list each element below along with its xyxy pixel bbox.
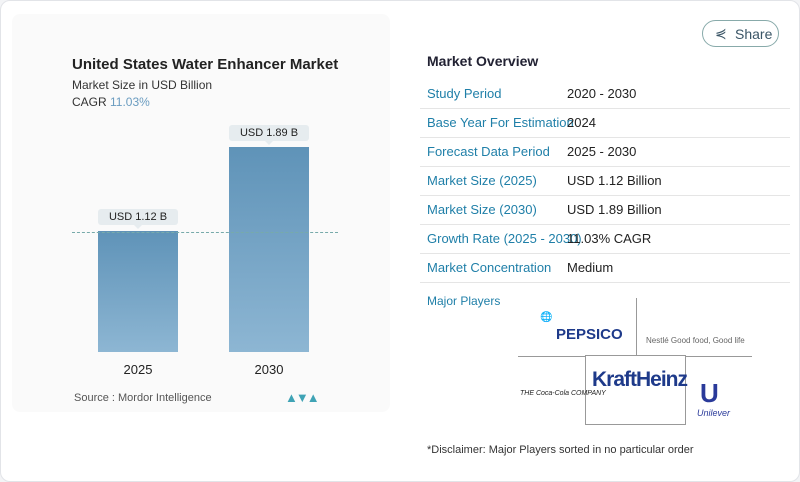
reference-line	[72, 232, 338, 233]
row-value: 11.03% CAGR	[567, 231, 652, 246]
coca-cola-logo: THE Coca-Cola COMPANY	[520, 390, 606, 397]
kraftheinz-logo	[585, 355, 686, 425]
overview-row: Growth Rate (2025 - 2030) 11.03% CAGR	[420, 225, 790, 254]
chart-title: United States Water Enhancer Market	[72, 56, 339, 73]
row-key: Market Size (2030)	[427, 202, 537, 217]
overview-row: Market Concentration Medium	[420, 254, 790, 283]
row-value: 2024	[567, 115, 596, 130]
row-key: Growth Rate (2025 - 2030)	[427, 231, 582, 246]
row-value: USD 1.12 Billion	[567, 173, 662, 188]
row-value: Medium	[567, 260, 614, 275]
data-label: USD 1.12 B	[98, 208, 178, 229]
overview-row: Forecast Data Period 2025 - 2030	[420, 138, 790, 167]
cagr-value: 11.03%	[110, 95, 150, 109]
x-tick-label: 2030	[254, 362, 284, 377]
bar-2025	[98, 230, 178, 352]
disclaimer: *Disclaimer: Major Players sorted in no …	[427, 444, 694, 456]
data-label: USD 1.89 B	[229, 125, 309, 145]
row-value: 2025 - 2030	[567, 144, 637, 159]
overview-title: Market Overview	[427, 53, 539, 69]
x-tick-label: 2025	[123, 362, 153, 377]
row-key: Market Size (2025)	[427, 173, 537, 188]
divider	[636, 298, 637, 356]
overview-row: Market Size (2025) USD 1.12 Billion	[420, 167, 790, 196]
row-key: Forecast Data Period	[427, 144, 550, 159]
overview-row: Study Period 2020 - 2030	[420, 80, 790, 109]
unilever-logo: Unilever	[697, 408, 731, 418]
row-key: Base Year For Estimation	[427, 115, 574, 130]
overview-row: Market Size (2030) USD 1.89 Billion	[420, 196, 790, 225]
pepsi-globe-icon: 🌐	[540, 312, 553, 323]
players-title: Major Players	[427, 294, 501, 308]
share-button[interactable]: ⋞ Share	[702, 20, 779, 47]
unilever-u-icon: U	[700, 378, 719, 408]
row-key: Study Period	[427, 86, 502, 101]
row-value: 2020 - 2030	[567, 86, 637, 101]
bar-2030	[229, 147, 309, 352]
kraftheinz-logo-text: KraftHeinz	[592, 368, 688, 391]
row-value: USD 1.89 Billion	[567, 202, 662, 217]
cagr-label: CAGR	[72, 95, 107, 109]
chart-subtitle: Market Size in USD Billion	[72, 78, 213, 92]
mordor-logo-icon: ▲▼▲	[285, 390, 320, 405]
row-key: Market Concentration	[427, 260, 552, 275]
share-label: Share	[735, 26, 773, 42]
nestle-logo: Nestlé Good food, Good life	[646, 336, 745, 345]
overview-row: Base Year For Estimation 2024	[420, 109, 790, 138]
share-icon: ⋞	[715, 25, 727, 41]
pepsico-logo: PEPSICO	[556, 326, 623, 343]
source-text: Source : Mordor Intelligence	[74, 392, 212, 404]
chart-card	[12, 14, 390, 412]
